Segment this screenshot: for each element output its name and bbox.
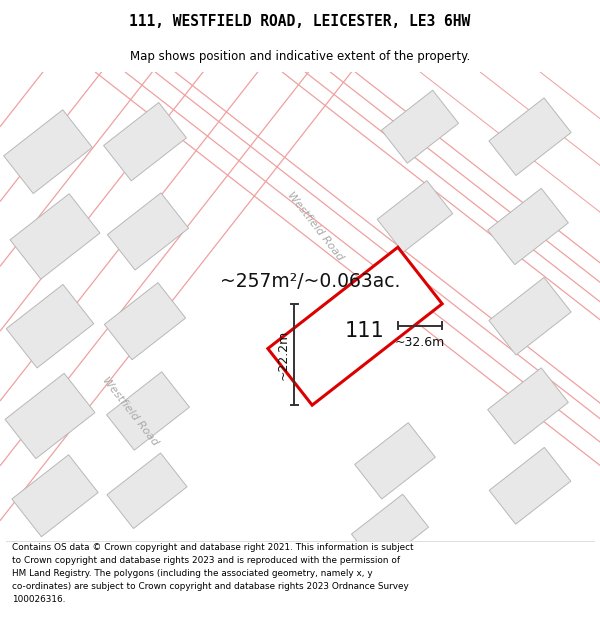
Polygon shape (488, 188, 568, 264)
Polygon shape (489, 98, 571, 176)
Polygon shape (489, 278, 571, 355)
Polygon shape (352, 494, 428, 567)
Text: 111: 111 (345, 321, 385, 341)
Polygon shape (107, 453, 187, 529)
Polygon shape (12, 455, 98, 537)
Polygon shape (107, 372, 190, 450)
Polygon shape (4, 110, 92, 194)
Text: 111, WESTFIELD ROAD, LEICESTER, LE3 6HW: 111, WESTFIELD ROAD, LEICESTER, LE3 6HW (130, 14, 470, 29)
Polygon shape (10, 194, 100, 279)
Text: ~22.2m: ~22.2m (276, 329, 289, 379)
Polygon shape (377, 181, 453, 253)
Text: Westfield Road: Westfield Road (100, 375, 160, 448)
Polygon shape (6, 284, 94, 368)
Polygon shape (382, 90, 458, 163)
Polygon shape (104, 102, 187, 181)
Text: ~257m²/~0.063ac.: ~257m²/~0.063ac. (220, 272, 400, 291)
Polygon shape (268, 248, 442, 405)
Text: Contains OS data © Crown copyright and database right 2021. This information is : Contains OS data © Crown copyright and d… (12, 543, 413, 604)
Text: Map shows position and indicative extent of the property.: Map shows position and indicative extent… (130, 50, 470, 63)
Polygon shape (104, 282, 185, 360)
Polygon shape (5, 373, 95, 459)
Polygon shape (488, 368, 568, 444)
Polygon shape (355, 422, 436, 499)
Text: ~32.6m: ~32.6m (395, 336, 445, 349)
Polygon shape (107, 193, 188, 270)
Text: Westfield Road: Westfield Road (285, 190, 345, 262)
Polygon shape (489, 448, 571, 524)
